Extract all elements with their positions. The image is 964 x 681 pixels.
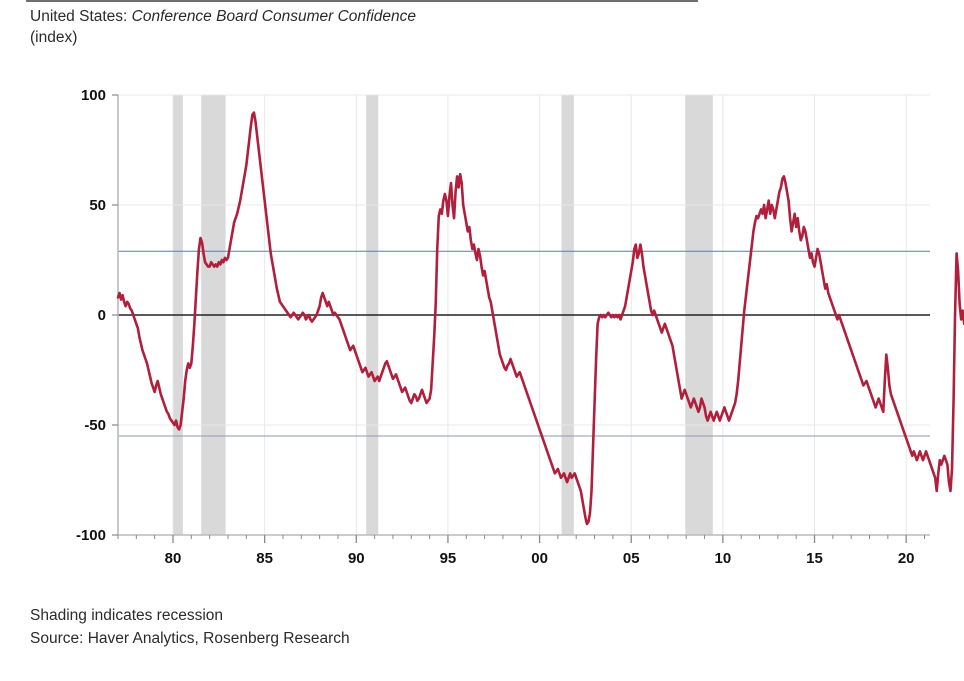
x-tick-label: 15 bbox=[806, 550, 823, 567]
chart-footer: Shading indicates recession Source: Have… bbox=[30, 604, 730, 650]
x-tick-label: 10 bbox=[715, 550, 732, 567]
title-emphasis: Conference Board Consumer Confidence bbox=[131, 8, 416, 25]
series-line-consumer-confidence bbox=[116, 111, 964, 526]
header-rule bbox=[26, 0, 698, 2]
y-axis-labels-group: -100 -50 0 50 100 bbox=[76, 87, 106, 544]
x-tick-label: 90 bbox=[348, 550, 365, 567]
y-tick-label: 100 bbox=[81, 87, 106, 104]
data-line-group bbox=[116, 111, 964, 526]
x-tick-label: 95 bbox=[440, 550, 457, 567]
footer-shading-note: Shading indicates recession bbox=[30, 607, 224, 624]
x-tick-label: 85 bbox=[256, 550, 273, 567]
y-tick-label: -50 bbox=[84, 417, 106, 434]
footer-source: Source: Haver Analytics, Rosenberg Resea… bbox=[30, 630, 350, 647]
reference-lines-group bbox=[118, 250, 930, 437]
y-tick-label: 50 bbox=[89, 197, 106, 214]
y-tick-label: -100 bbox=[76, 527, 106, 544]
x-tick-label: 80 bbox=[165, 550, 182, 567]
chart-container: -100 -50 0 50 100 80 85 90 95 00 05 10 15 20 bbox=[0, 60, 964, 580]
x-tick-label: 00 bbox=[531, 550, 548, 567]
title-units: (index) bbox=[30, 29, 78, 46]
tick-marks-group bbox=[112, 94, 926, 543]
title-prefix: United States: bbox=[30, 8, 132, 25]
y-tick-label: 0 bbox=[98, 307, 106, 324]
page-title: United States: Conference Board Consumer… bbox=[30, 6, 730, 48]
x-tick-label: 20 bbox=[898, 550, 915, 567]
x-tick-label: 05 bbox=[623, 550, 640, 567]
x-axis-labels-group: 80 85 90 95 00 05 10 15 20 bbox=[165, 550, 915, 567]
consumer-confidence-line-chart: -100 -50 0 50 100 80 85 90 95 00 05 10 15 20 bbox=[76, 87, 964, 567]
